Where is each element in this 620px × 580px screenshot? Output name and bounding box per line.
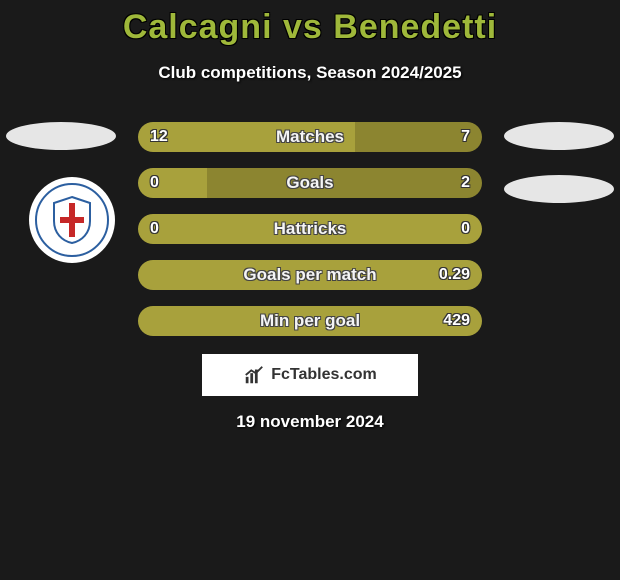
player-b-photo-placeholder	[504, 122, 614, 150]
player-a-photo-placeholder	[6, 122, 116, 150]
stat-row: Matches127	[138, 122, 482, 152]
subtitle: Club competitions, Season 2024/2025	[0, 63, 620, 83]
player-b-club-placeholder	[504, 175, 614, 203]
vs-text: vs	[283, 8, 323, 46]
date-text: 19 november 2024	[0, 412, 620, 432]
stat-bar-left	[138, 122, 355, 152]
chart-icon	[243, 364, 265, 386]
player-a-name: Calcagni	[123, 8, 273, 46]
stat-bar-right	[207, 168, 482, 198]
brand-logo: FcTables.com	[202, 354, 418, 396]
shield-icon	[50, 195, 94, 245]
stat-row: Goals02	[138, 168, 482, 198]
page-title: Calcagni vs Benedetti	[0, 0, 620, 47]
stats-bars: Matches127 Goals02 Hattricks00 Goals per ma…	[138, 122, 482, 352]
stat-bar-left	[138, 306, 482, 336]
stat-row: Hattricks00	[138, 214, 482, 244]
stat-bar-right	[355, 122, 482, 152]
stat-bar-left	[138, 260, 482, 290]
stat-row: Min per goal429	[138, 306, 482, 336]
player-b-name: Benedetti	[333, 8, 497, 46]
stat-bar-left	[138, 214, 482, 244]
stat-bar-left	[138, 168, 207, 198]
brand-text: FcTables.com	[271, 366, 377, 384]
player-a-club-badge	[29, 177, 115, 263]
stat-row: Goals per match0.29	[138, 260, 482, 290]
